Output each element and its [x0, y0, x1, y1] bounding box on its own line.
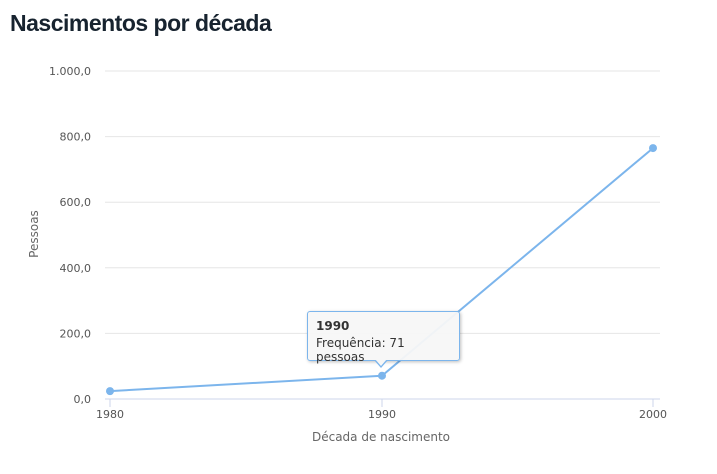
y-axis-title: Pessoas	[27, 210, 41, 258]
y-tick-label: 400,0	[60, 262, 92, 275]
y-tick-label: 200,0	[60, 327, 92, 340]
tooltip-title: 1990	[316, 319, 350, 333]
x-tick-label: 2000	[639, 408, 667, 421]
chart-title: Nascimentos por década	[10, 10, 272, 36]
y-tick-label: 800,0	[60, 131, 92, 144]
tooltip-text: Frequência: 71 pessoas	[316, 336, 405, 364]
y-tick-label: 1.000,0	[49, 65, 91, 78]
y-axis-ticks: 0,0 200,0 400,0 600,0 800,0 1.000,0	[49, 65, 91, 406]
x-tick-label: 1980	[96, 408, 124, 421]
x-axis-title: Década de nascimento	[312, 430, 450, 444]
x-axis: 1980 1990 2000	[96, 398, 667, 421]
gridlines	[105, 70, 660, 334]
x-tick-label: 1990	[368, 408, 396, 421]
series-line	[106, 144, 657, 396]
data-point[interactable]	[106, 387, 114, 396]
y-tick-label: 0,0	[74, 393, 92, 406]
y-tick-label: 600,0	[60, 196, 92, 209]
data-point[interactable]	[649, 144, 657, 153]
data-point[interactable]	[378, 371, 386, 380]
tooltip: 1990 Frequência: 71 pessoas	[307, 311, 460, 368]
